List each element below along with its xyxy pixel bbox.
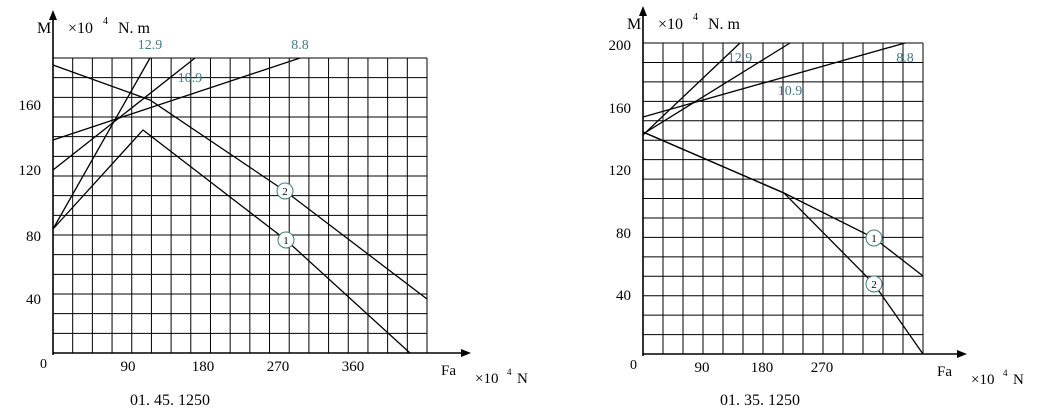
svg-text:12.9: 12.9 [728, 51, 753, 66]
svg-text:N: N [1013, 372, 1024, 388]
svg-text:90: 90 [121, 359, 136, 375]
svg-text:M: M [37, 20, 51, 37]
svg-text:8.8: 8.8 [896, 51, 914, 66]
svg-text:10.9: 10.9 [178, 71, 203, 86]
svg-text:01. 35. 1250: 01. 35. 1250 [720, 392, 800, 409]
svg-text:90: 90 [695, 360, 710, 376]
svg-text:1: 1 [871, 233, 877, 245]
svg-text:M: M [627, 16, 641, 33]
svg-text:×10: ×10 [68, 20, 93, 37]
svg-text:270: 270 [267, 359, 290, 375]
svg-text:2: 2 [871, 279, 877, 291]
svg-text:10.9: 10.9 [778, 84, 803, 99]
svg-text:200: 200 [609, 38, 632, 54]
svg-text:270: 270 [811, 360, 834, 376]
svg-text:N. m: N. m [118, 20, 151, 37]
svg-text:120: 120 [19, 163, 42, 179]
svg-text:0: 0 [40, 357, 47, 372]
svg-text:160: 160 [609, 101, 632, 117]
svg-text:160: 160 [19, 98, 42, 114]
svg-text:1: 1 [283, 235, 289, 247]
svg-text:40: 40 [616, 288, 631, 304]
svg-text:N: N [517, 371, 528, 387]
svg-text:80: 80 [616, 226, 631, 242]
svg-text:4: 4 [507, 367, 512, 377]
svg-text:180: 180 [751, 360, 774, 376]
svg-text:180: 180 [192, 359, 215, 375]
svg-text:Fa: Fa [441, 363, 456, 379]
svg-text:0: 0 [630, 358, 637, 373]
svg-text:120: 120 [609, 163, 632, 179]
svg-text:01. 45. 1250: 01. 45. 1250 [130, 392, 210, 409]
svg-text:80: 80 [26, 229, 41, 245]
svg-text:×10: ×10 [658, 16, 683, 33]
svg-text:2: 2 [282, 186, 288, 198]
svg-text:8.8: 8.8 [291, 38, 309, 53]
svg-text:4: 4 [1003, 368, 1008, 378]
svg-text:N. m: N. m [708, 16, 741, 33]
svg-text:Fa: Fa [937, 364, 952, 380]
svg-text:12.9: 12.9 [138, 38, 163, 53]
svg-text:×10: ×10 [475, 371, 498, 387]
svg-text:4: 4 [103, 16, 108, 27]
svg-text:×10: ×10 [971, 372, 994, 388]
svg-text:360: 360 [342, 359, 365, 375]
svg-text:4: 4 [693, 12, 698, 23]
svg-text:40: 40 [26, 292, 41, 308]
